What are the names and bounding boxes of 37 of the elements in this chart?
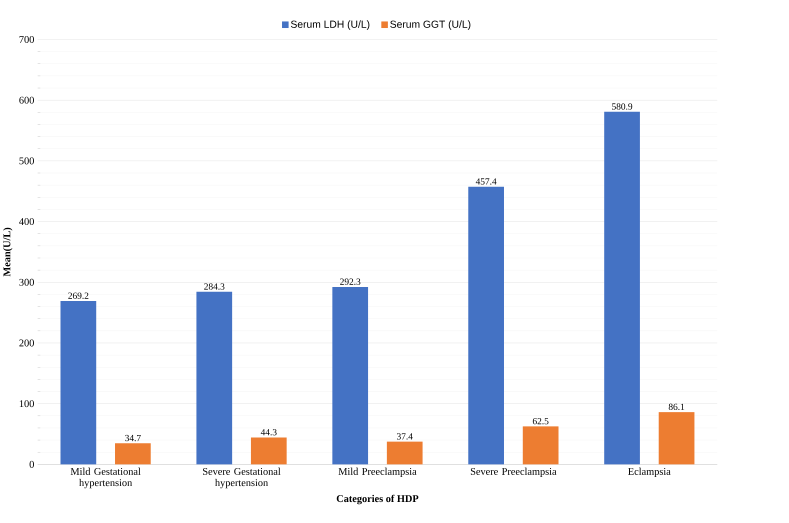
y-tick-label: 200 — [19, 340, 34, 347]
data-label: 269.2 — [68, 292, 88, 300]
x-axis-title: Categories of HDP — [336, 494, 418, 504]
y-tick-label: 600 — [19, 96, 34, 104]
bar — [468, 186, 504, 465]
x-tick-label: Eclampsia — [628, 468, 671, 478]
data-label: 457.4 — [476, 178, 497, 185]
y-tick-label: 100 — [20, 400, 34, 408]
bar — [196, 292, 232, 465]
data-label: 580.9 — [612, 104, 632, 110]
data-label: 284.3 — [204, 284, 224, 290]
y-axis-title: Mean(U/L) — [3, 228, 12, 277]
data-label: 34.7 — [125, 435, 141, 442]
y-tick-label: 0 — [30, 461, 34, 468]
bar — [332, 287, 368, 465]
y-tick-label: 400 — [19, 218, 34, 226]
data-label: 37.4 — [396, 433, 413, 440]
y-tick-label: 500 — [19, 158, 34, 165]
bar — [60, 301, 96, 465]
bar — [250, 438, 287, 465]
bar — [386, 442, 423, 465]
y-tick-label: 700 — [20, 36, 34, 44]
data-label: 62.5 — [532, 418, 548, 425]
bar — [658, 412, 694, 465]
bar — [115, 443, 151, 465]
x-tick-label: Severe Gestational hypertension — [203, 468, 281, 488]
y-tick-label: 300 — [19, 278, 34, 286]
data-label: 86.1 — [668, 404, 684, 410]
x-tick-label: Severe Preeclampsia — [470, 468, 556, 478]
data-label: 44.3 — [260, 429, 277, 436]
bar — [522, 426, 559, 465]
x-tick-label: Mild Gestational hypertension — [70, 468, 141, 488]
legend-label: Serum GGT (U/L) — [390, 20, 470, 30]
legend-label: Serum LDH (U/L) — [290, 20, 370, 30]
x-tick-label: Mild Preeclampsia — [338, 468, 417, 478]
bar — [604, 112, 640, 465]
data-label: 292.3 — [340, 278, 360, 286]
